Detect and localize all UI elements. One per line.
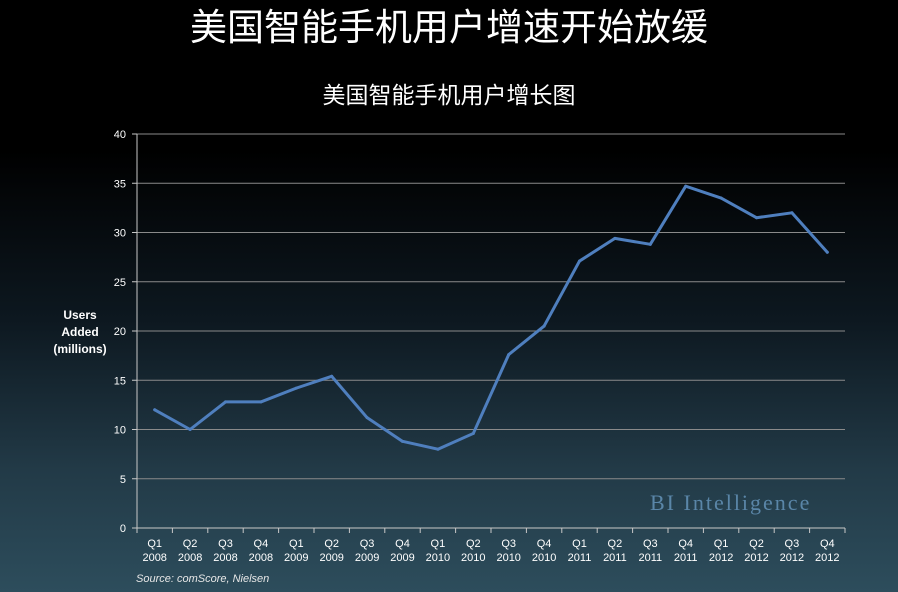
x-tick-label: Q3 2011	[638, 538, 662, 564]
data-point	[613, 236, 617, 240]
x-tick-label: Q2 2010	[461, 538, 485, 564]
x-tick-label: Q2 2008	[178, 538, 202, 564]
y-tick-label: 5	[120, 474, 126, 486]
source-note: Source: comScore, Nielsen	[136, 573, 270, 585]
y-tick-label: 15	[114, 375, 126, 387]
x-tick-label: Q4 2008	[249, 538, 273, 564]
data-point	[790, 211, 794, 215]
x-tick-label: Q1 2008	[142, 538, 166, 564]
data-point	[365, 416, 369, 420]
x-tick-label: Q1 2010	[426, 538, 450, 564]
data-point	[542, 324, 546, 328]
y-tick-label: 35	[114, 178, 126, 190]
data-point	[224, 400, 227, 404]
y-tick-label: 0	[120, 523, 126, 535]
gridlines	[137, 133, 845, 480]
y-tick-label: 30	[114, 228, 126, 240]
y-axis-label: Users Added (millions)	[53, 308, 107, 356]
x-tick-label: Q4 2011	[674, 538, 698, 564]
x-tick-label: Q3 2012	[780, 538, 804, 564]
data-point	[648, 242, 652, 246]
data-point	[294, 386, 298, 390]
axes	[132, 133, 846, 533]
x-tick-label: Q4 2012	[815, 538, 839, 564]
series	[153, 184, 829, 451]
x-tick-label: Q3 2009	[355, 538, 379, 564]
x-tick-label: Q2 2012	[744, 538, 768, 564]
x-tick-label: Q1 2009	[284, 538, 308, 564]
bi-intelligence-watermark: BI Intelligence	[650, 490, 812, 515]
page-title: 美国智能手机用户增速开始放缓	[190, 6, 708, 49]
data-point	[578, 259, 581, 263]
x-tick-label: Q3 2008	[213, 538, 237, 564]
data-point	[330, 374, 334, 378]
x-tick-label: Q2 2009	[319, 538, 343, 564]
chart-title: 美国智能手机用户增长图	[322, 83, 576, 109]
data-point	[471, 431, 475, 435]
data-point	[188, 428, 192, 431]
x-tick-label: Q4 2009	[390, 538, 414, 564]
x-tick-label: Q1 2012	[709, 538, 733, 564]
data-point	[153, 408, 157, 412]
y-tick-label: 10	[114, 425, 126, 437]
data-point	[401, 439, 404, 443]
y-tick-label: 25	[114, 277, 126, 289]
x-tick-label: Q4 2010	[532, 538, 556, 564]
x-tick-labels: Q1 2008 Q2 2008 Q3 2008 Q4 2008 Q1 2009 Q2 2009 Q3 20…	[142, 538, 839, 564]
series-line	[153, 184, 829, 451]
y-tick-label: 20	[114, 326, 126, 338]
data-point	[755, 216, 758, 220]
x-tick-label: Q3 2010	[496, 538, 520, 564]
data-point	[507, 353, 511, 357]
data-point	[684, 184, 688, 188]
data-point	[825, 250, 829, 254]
data-point	[719, 196, 723, 200]
data-point	[259, 400, 263, 404]
x-tick-label: Q2 2011	[603, 538, 627, 564]
data-point	[436, 447, 440, 451]
y-tick-labels: 0 5 10 15 20 25 30 35 40	[114, 129, 126, 535]
x-tick-label: Q1 2011	[568, 538, 592, 564]
y-tick-label: 40	[114, 129, 126, 141]
